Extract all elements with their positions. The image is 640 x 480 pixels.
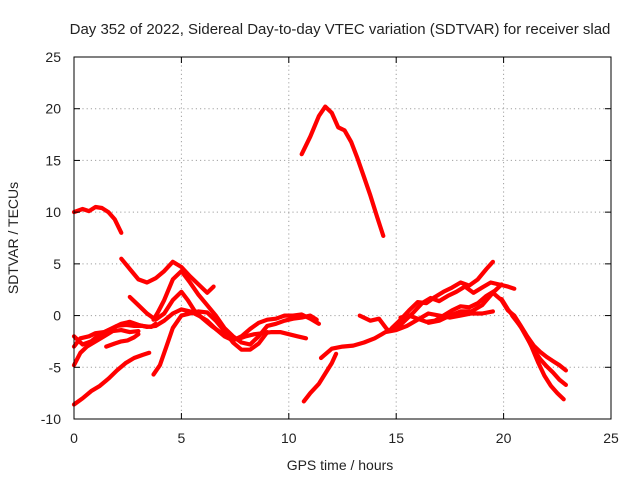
- x-axis-label: GPS time / hours: [287, 457, 394, 473]
- x-tick-label: 20: [496, 430, 512, 446]
- series-line-arc-8: [127, 289, 309, 342]
- y-tick-label: 0: [53, 308, 61, 324]
- x-tick-label: 15: [388, 430, 404, 446]
- series-line-arc-9: [151, 309, 270, 377]
- series-line-arc-6: [71, 350, 152, 407]
- series-line-arc-19: [510, 313, 566, 402]
- y-tick-label: 10: [45, 204, 61, 220]
- series-layer: [71, 104, 568, 407]
- series-line-arc-1: [71, 204, 124, 235]
- y-tick-label: 20: [45, 101, 61, 117]
- series-line-arc-14: [357, 280, 517, 333]
- series-line-arc-15: [389, 259, 495, 331]
- series-line-arc-7: [104, 332, 141, 349]
- x-tick-label: 25: [603, 430, 619, 446]
- series-line-arc-5: [71, 328, 141, 368]
- series-line-arc-10: [151, 269, 319, 347]
- series-line-arc-2: [119, 256, 216, 295]
- series-line-arc-4: [71, 321, 158, 347]
- y-tick-label: 5: [53, 256, 61, 272]
- y-tick-label: -10: [41, 411, 61, 427]
- y-tick-label: 15: [45, 152, 61, 168]
- x-tick-label: 5: [178, 430, 186, 446]
- axis-ticks: 0 5 10 15 20 25 -10 -5 0 5 10 15 20 25: [41, 49, 619, 446]
- series-line-arc-12: [301, 351, 339, 404]
- chart-title: Day 352 of 2022, Sidereal Day-to-day VTE…: [70, 21, 611, 38]
- plot-frame: [73, 56, 612, 420]
- series-line-arc-11: [299, 104, 386, 238]
- x-tick-label: 10: [281, 430, 297, 446]
- y-tick-label: -5: [49, 359, 62, 375]
- series-line-arc-13: [318, 309, 495, 361]
- x-tick-label: 0: [70, 430, 78, 446]
- gridlines: [74, 57, 611, 419]
- y-tick-label: 25: [45, 49, 61, 65]
- series-line-arc-16: [398, 282, 504, 324]
- y-axis-label: SDTVAR / TECUs: [5, 182, 21, 294]
